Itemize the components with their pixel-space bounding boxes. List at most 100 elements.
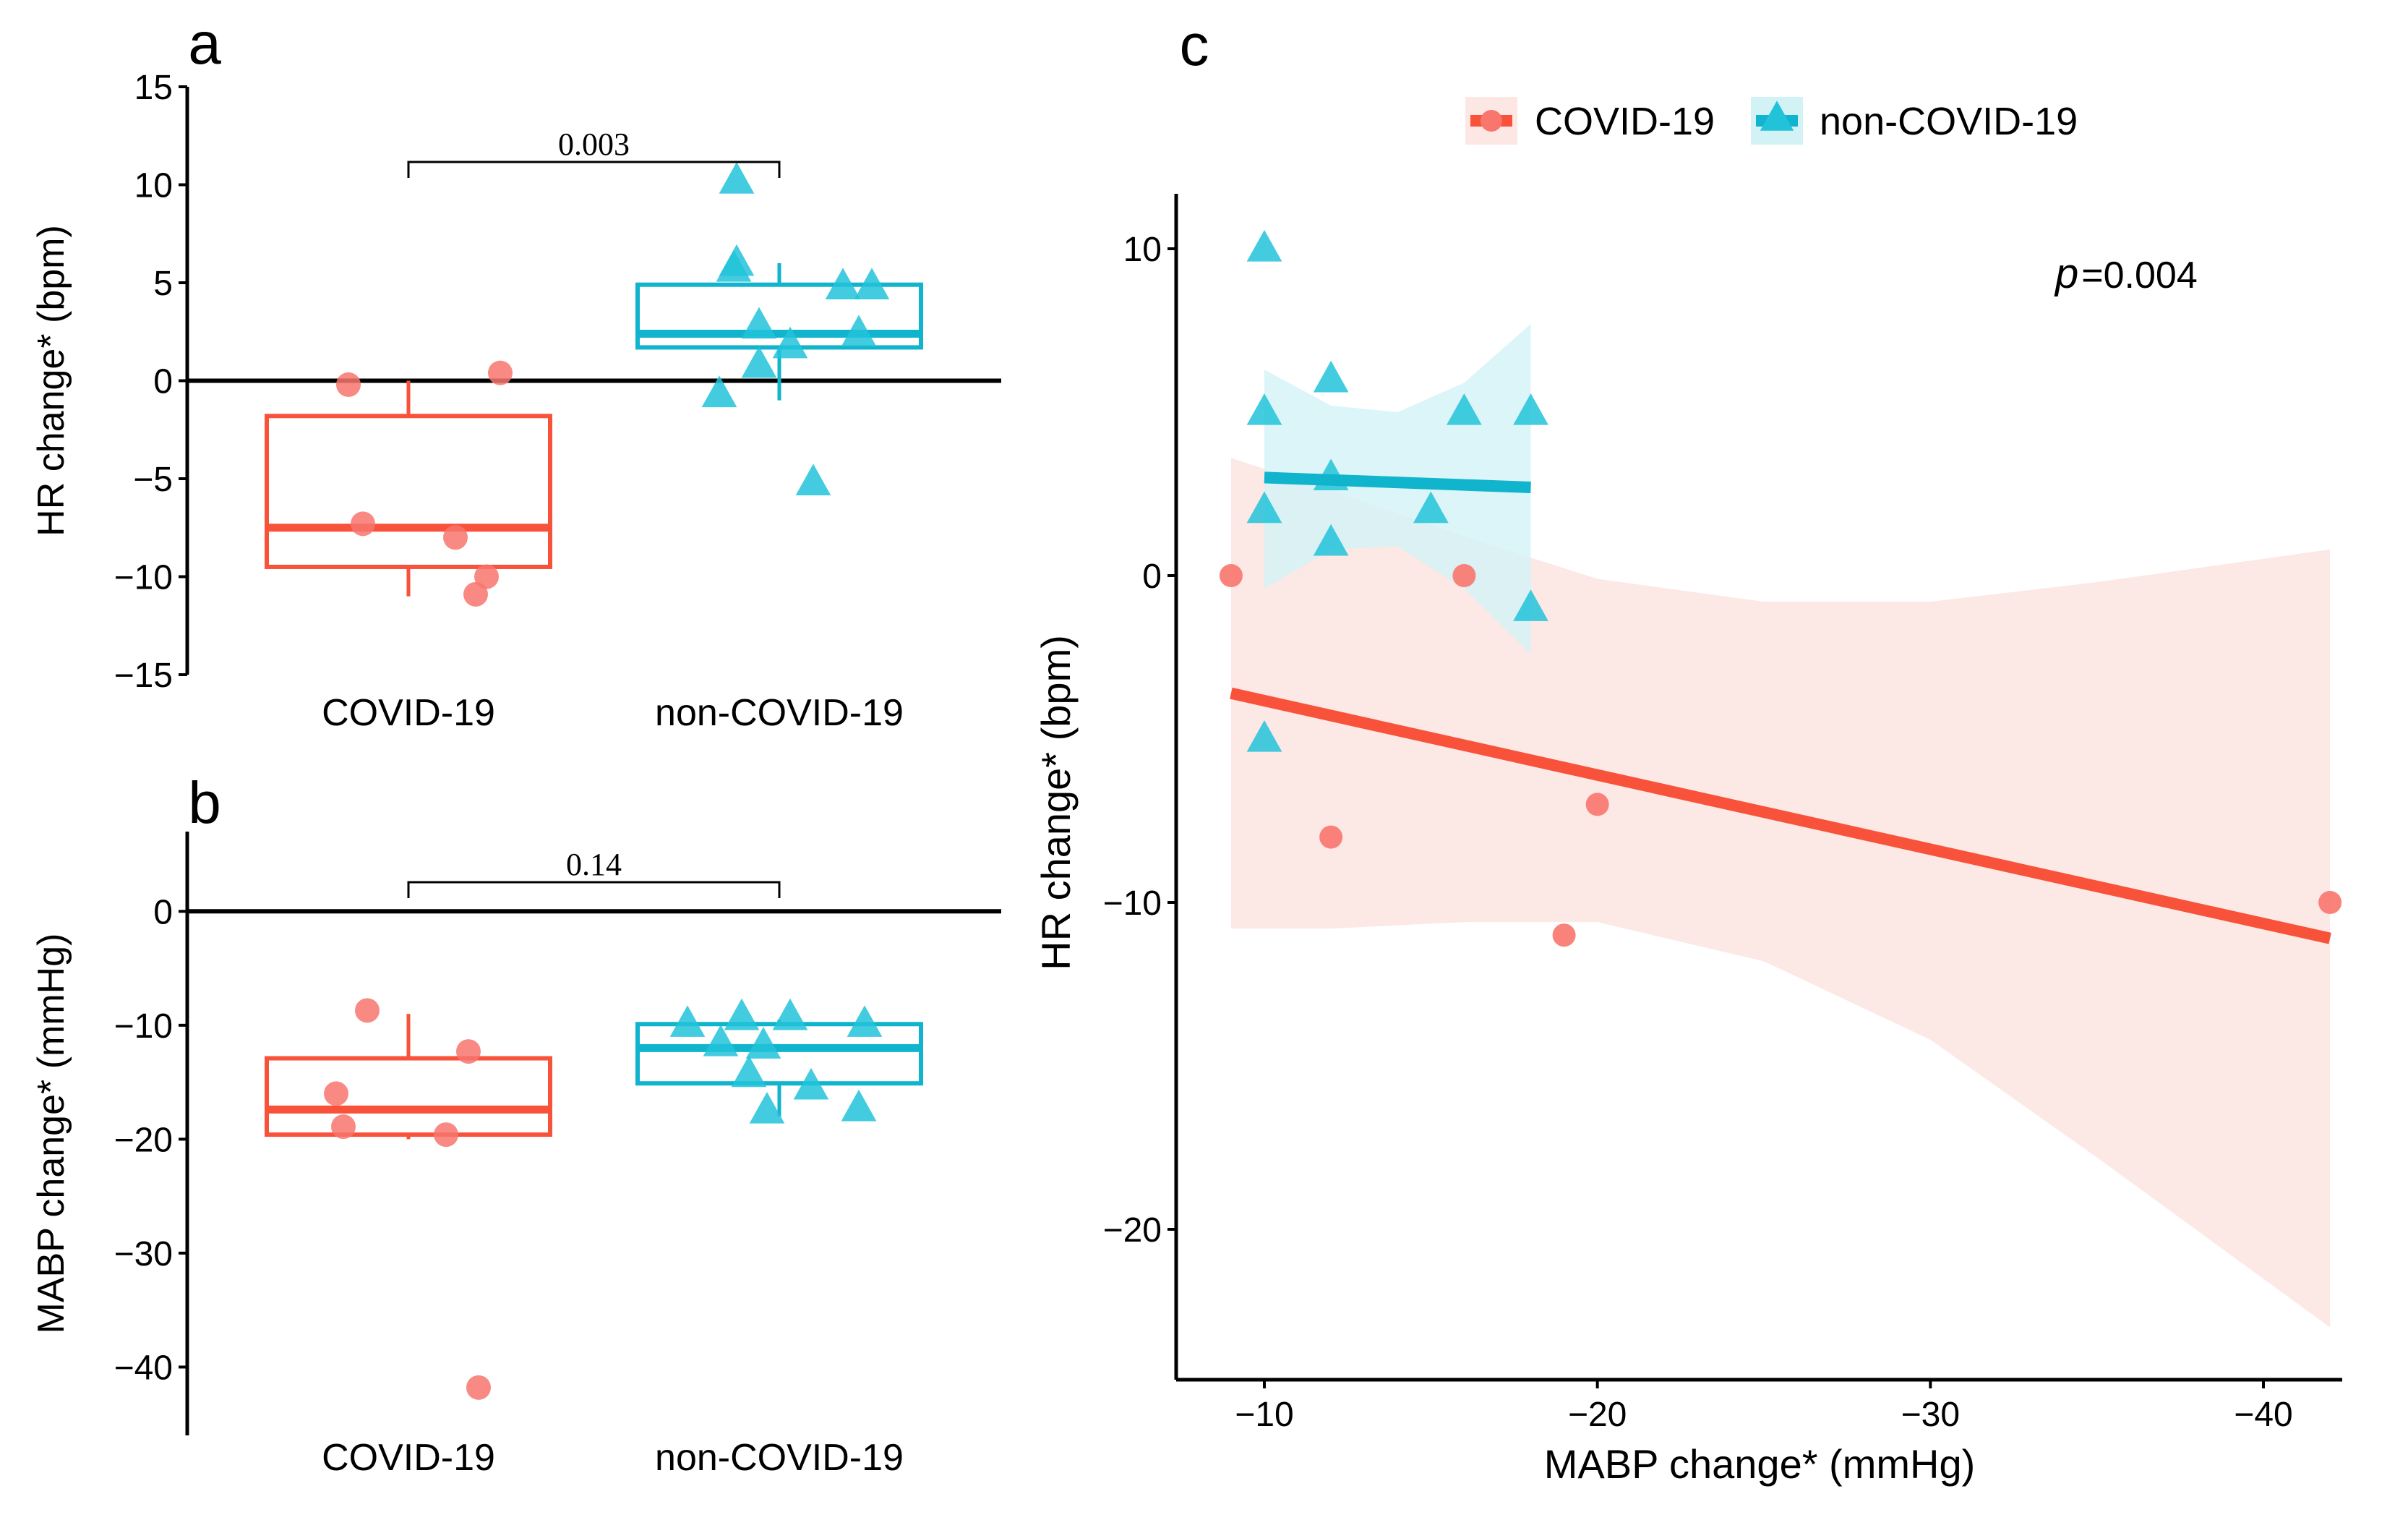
y-tick-label: −20 — [114, 1121, 173, 1159]
box-iqr — [265, 414, 552, 569]
p-value-number: =0.004 — [2081, 255, 2198, 296]
significance-bracket — [407, 881, 781, 898]
data-point-non-covid-19 — [772, 326, 808, 359]
box-covid-19 — [265, 1014, 552, 1140]
significance-label: 0.003 — [558, 127, 630, 162]
data-point-non-covid-19 — [724, 998, 760, 1030]
y-tick-label: −40 — [114, 1349, 173, 1387]
y-tick-label: −5 — [133, 461, 173, 499]
data-point-covid-19 — [463, 581, 488, 607]
data-point-non-covid-19 — [719, 162, 755, 194]
data-point-non-covid-19 — [1246, 720, 1282, 752]
data-point-non-covid-19 — [772, 998, 808, 1030]
y-tick-label: 10 — [134, 167, 173, 205]
data-point-non-covid-19 — [1513, 589, 1548, 621]
x-tick-label: −30 — [1901, 1396, 1960, 1434]
legend-label-covid-19: COVID-19 — [1535, 100, 1715, 143]
data-point-non-covid-19 — [825, 268, 861, 300]
x-category-label: non-COVID-19 — [655, 1437, 904, 1479]
legend-label-non-covid-19: non-COVID-19 — [1820, 100, 2078, 143]
panel-b: 0 −10 −20 −30 −40 MABP change* (mmHg) COVID-19… — [30, 770, 1001, 1479]
data-point-covid-19 — [1452, 564, 1476, 587]
regression-line-covid-19 — [1230, 687, 2331, 944]
x-tick-label: −10 — [1235, 1396, 1293, 1434]
panel-label-c: c — [1180, 12, 1209, 78]
x-tick-label: −40 — [2234, 1396, 2292, 1434]
data-point-covid-19 — [1219, 564, 1243, 587]
y-tick-label: −15 — [114, 657, 173, 695]
data-point-non-covid-19 — [841, 1089, 877, 1122]
data-point-non-covid-19 — [701, 375, 737, 408]
data-point-covid-19 — [466, 1375, 491, 1400]
box-covid-19 — [265, 380, 552, 597]
x-category-label: non-COVID-19 — [655, 692, 904, 734]
y-tick-label: 0 — [153, 893, 173, 931]
data-point-non-covid-19 — [1313, 524, 1349, 556]
legend: COVID-19 non-COVID-19 — [1465, 97, 2078, 145]
data-point-non-covid-19 — [741, 307, 777, 339]
data-point-non-covid-19 — [1447, 393, 1482, 425]
data-point-covid-19 — [331, 1114, 356, 1140]
y-tick-label: −10 — [114, 559, 173, 597]
panel-label-b: b — [188, 770, 221, 836]
p-value-annotation: p=0.004 — [2054, 250, 2198, 297]
y-tick-label: 0 — [1142, 558, 1162, 596]
data-point-non-covid-19 — [669, 1005, 706, 1037]
y-tick-label: 5 — [153, 265, 173, 303]
data-point-non-covid-19 — [749, 1091, 785, 1124]
regression-line-non-covid-19 — [1264, 471, 1531, 493]
x-tick-label: −20 — [1568, 1396, 1627, 1434]
data-point-covid-19 — [1585, 793, 1609, 816]
data-point-covid-19 — [1319, 825, 1343, 849]
panel-c: c 10 0 −10 −20 −10 −20 −30 −40 MABP change* (mmHg… — [1033, 12, 2342, 1487]
data-point-covid-19 — [355, 998, 380, 1023]
data-point-non-covid-19 — [741, 346, 777, 378]
box-non-covid-19 — [635, 262, 923, 401]
data-point-covid-19 — [456, 1039, 481, 1064]
data-point-non-covid-19 — [793, 1067, 829, 1100]
data-point-non-covid-19 — [1313, 360, 1349, 393]
data-point-covid-19 — [443, 525, 468, 550]
data-point-covid-19 — [474, 564, 499, 589]
y-axis-label: HR change* (bpm) — [30, 225, 72, 537]
significance-label: 0.14 — [566, 847, 622, 882]
data-point-non-covid-19 — [847, 1005, 883, 1037]
data-point-covid-19 — [1552, 923, 1576, 947]
data-point-non-covid-19 — [1246, 393, 1282, 425]
y-tick-label: −10 — [114, 1007, 173, 1046]
legend-key-marker — [1760, 101, 1794, 131]
data-point-covid-19 — [488, 360, 513, 385]
panel-a: 15 10 5 0 −5 −10 −15 HR change* (bpm) COVID-19 no… — [30, 11, 1001, 734]
y-tick-label: 0 — [153, 363, 173, 401]
confidence-band-covid-19 — [1230, 458, 2331, 1328]
y-axis-label: HR change* (bpm) — [1033, 635, 1079, 970]
data-point-non-covid-19 — [716, 249, 752, 282]
data-point-covid-19 — [336, 372, 361, 397]
data-point-covid-19 — [2318, 891, 2342, 914]
panel-label-a: a — [188, 11, 221, 77]
x-axis-label: MABP change* (mmHg) — [1544, 1441, 1976, 1487]
data-point-non-covid-19 — [795, 464, 831, 496]
data-point-covid-19 — [434, 1122, 458, 1148]
data-point-non-covid-19 — [745, 1027, 781, 1059]
x-category-label: COVID-19 — [322, 1437, 495, 1479]
y-axis-label: MABP change* (mmHg) — [30, 934, 72, 1334]
y-tick-label: 15 — [134, 69, 173, 107]
data-point-non-covid-19 — [1246, 229, 1282, 262]
data-point-non-covid-19 — [1513, 393, 1548, 425]
data-point-covid-19 — [351, 511, 375, 537]
p-value-symbol: p — [2054, 250, 2078, 297]
y-tick-label: −20 — [1103, 1211, 1162, 1250]
significance-bracket — [407, 161, 781, 178]
x-category-label: COVID-19 — [322, 692, 495, 734]
data-point-non-covid-19 — [854, 268, 890, 300]
data-point-non-covid-19 — [1246, 491, 1282, 524]
data-point-non-covid-19 — [841, 315, 877, 347]
data-point-non-covid-19 — [703, 1024, 739, 1056]
data-point-non-covid-19 — [731, 1055, 767, 1088]
y-tick-label: 10 — [1123, 231, 1162, 269]
y-tick-label: −30 — [114, 1235, 173, 1273]
data-point-non-covid-19 — [1413, 491, 1449, 524]
data-point-covid-19 — [324, 1081, 348, 1106]
